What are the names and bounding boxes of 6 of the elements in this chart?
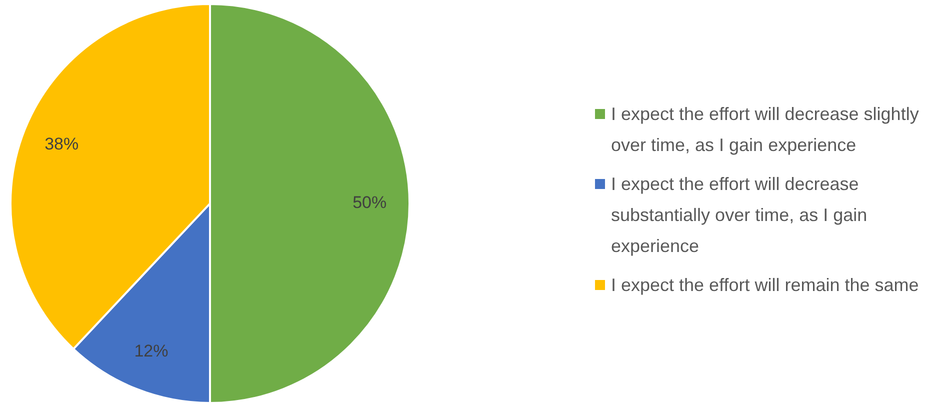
data-label: 38%	[44, 134, 79, 154]
legend-label: I expect the effort will decrease slightly over time, as I gain experience	[611, 102, 920, 157]
legend-label: I expect the effort will remain the same	[611, 274, 919, 297]
data-label: 12%	[134, 342, 168, 361]
legend-label: I expect the effort will decrease substantially over time, as I gain experience	[611, 172, 868, 258]
data-label: 50%	[352, 193, 387, 212]
